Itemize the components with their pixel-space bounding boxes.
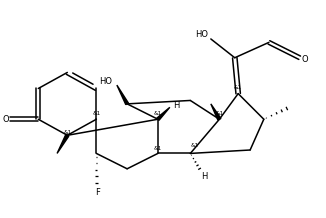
- Text: O: O: [301, 55, 308, 64]
- Text: H: H: [173, 101, 179, 110]
- Text: HO: HO: [195, 30, 208, 39]
- Polygon shape: [117, 85, 128, 105]
- Polygon shape: [157, 107, 170, 120]
- Text: F: F: [95, 187, 100, 197]
- Text: &1: &1: [64, 130, 72, 135]
- Text: &1: &1: [154, 111, 162, 116]
- Text: &1: &1: [215, 111, 224, 116]
- Text: &1: &1: [234, 85, 242, 90]
- Text: O: O: [3, 115, 9, 124]
- Text: &1: &1: [154, 146, 162, 152]
- Text: &1: &1: [190, 143, 199, 148]
- Text: H: H: [201, 172, 208, 181]
- Polygon shape: [57, 135, 69, 153]
- Text: HO: HO: [99, 77, 112, 86]
- Polygon shape: [211, 104, 221, 120]
- Text: &1: &1: [92, 111, 100, 116]
